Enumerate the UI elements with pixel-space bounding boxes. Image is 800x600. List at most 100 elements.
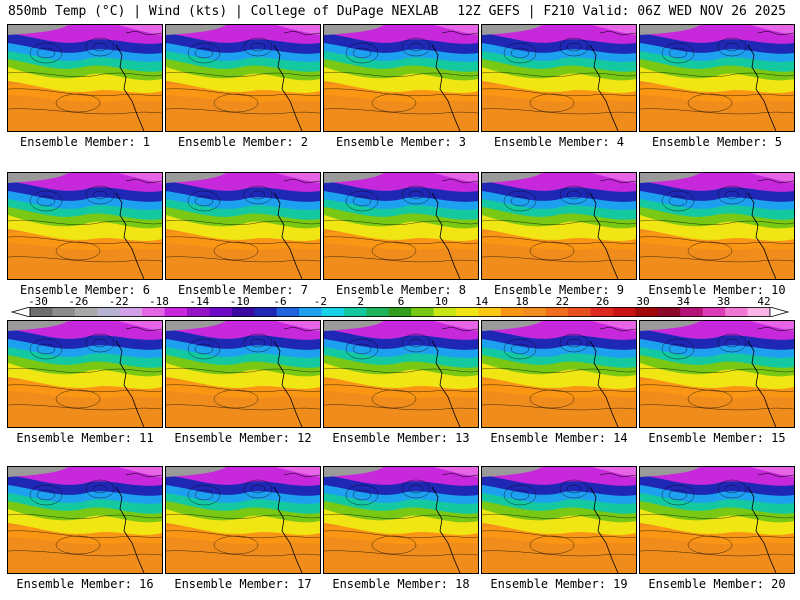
colorbar-swatch (613, 307, 636, 317)
colorbar-tick-label: 38 (717, 295, 731, 308)
member-label: Ensemble Member: 14 (490, 431, 628, 445)
member-label: Ensemble Member: 7 (177, 283, 309, 297)
colorbar-swatch (433, 307, 457, 317)
colorbar-max-arrow (769, 307, 790, 317)
colorbar-swatch (276, 307, 300, 317)
colorbar-swatch (590, 307, 614, 317)
colorbar-min-arrow (10, 307, 31, 317)
colorbar-swatch (657, 307, 681, 317)
member-map (323, 172, 479, 280)
member-map (481, 466, 637, 574)
colorbar-tick-label: 14 (475, 295, 489, 308)
member-map (7, 172, 163, 280)
member-label: Ensemble Member: 5 (651, 135, 783, 149)
colorbar-tick-label: 22 (555, 295, 569, 308)
colorbar-swatch (209, 307, 233, 317)
member-map (639, 24, 795, 132)
colorbar-strip (10, 307, 790, 317)
member-map (323, 466, 479, 574)
member-map (7, 24, 163, 132)
member-map (639, 320, 795, 428)
colorbar-tick-label: -2 (313, 295, 327, 308)
colorbar-tick-label: 18 (515, 295, 529, 308)
colorbar-swatch (725, 307, 749, 317)
colorbar-swatch (74, 307, 98, 317)
colorbar-swatch (231, 307, 255, 317)
colorbar-swatch (478, 307, 502, 317)
colorbar-swatch (500, 307, 524, 317)
run-valid-time: 12Z GEFS | F210 Valid: 06Z WED NOV 26 20… (457, 4, 786, 19)
member-label: Ensemble Member: 2 (177, 135, 309, 149)
member-label: Ensemble Member: 18 (332, 577, 470, 591)
temperature-colorbar: -30 -26 -22 -18 -14 -10 -6 -2 2 6 10 14 18 22 26 30 34 38… (0, 296, 800, 320)
member-map (323, 24, 479, 132)
member-label: Ensemble Member: 4 (493, 135, 625, 149)
colorbar-swatch (142, 307, 166, 317)
member-map (639, 466, 795, 574)
member-map (639, 172, 795, 280)
colorbar-swatch (97, 307, 121, 317)
member-label: Ensemble Member: 8 (335, 283, 467, 297)
member-label: Ensemble Member: 16 (16, 577, 154, 591)
colorbar-tick-label: -14 (189, 295, 210, 308)
colorbar-swatch (747, 307, 771, 317)
member-map (481, 172, 637, 280)
member-label: Ensemble Member: 10 (648, 283, 786, 297)
member-map (165, 172, 321, 280)
colorbar-swatch (635, 307, 659, 317)
member-map (165, 320, 321, 428)
member-map (481, 320, 637, 428)
colorbar-tick-label: -10 (229, 295, 250, 308)
member-label: Ensemble Member: 3 (335, 135, 467, 149)
member-label: Ensemble Member: 9 (493, 283, 625, 297)
member-label: Ensemble Member: 17 (174, 577, 312, 591)
member-label: Ensemble Member: 1 (19, 135, 151, 149)
member-map (165, 24, 321, 132)
member-label: Ensemble Member: 15 (648, 431, 786, 445)
colorbar-swatch (388, 307, 412, 317)
colorbar-tick-label: 42 (757, 295, 771, 308)
member-map (165, 466, 321, 574)
colorbar-tick-label: 10 (434, 295, 448, 308)
colorbar-tick-label: 2 (357, 295, 364, 308)
colorbar-swatch (119, 307, 143, 317)
colorbar-swatch (321, 307, 345, 317)
colorbar-tick-label: 26 (596, 295, 610, 308)
header: 850mb Temp (°C) | Wind (kts) | College o… (0, 0, 800, 24)
colorbar-swatch (456, 307, 479, 317)
colorbar-swatch (680, 307, 704, 317)
colorbar-swatch (164, 307, 188, 317)
colorbar-swatch (568, 307, 592, 317)
colorbar-swatch (702, 307, 726, 317)
colorbar-tick-label: -30 (28, 295, 48, 308)
member-map (7, 466, 163, 574)
colorbar-tick-label: 34 (676, 295, 690, 308)
product-title: 850mb Temp (°C) | Wind (kts) | College o… (8, 4, 439, 19)
colorbar-swatch (254, 307, 278, 317)
colorbar-swatch (545, 307, 569, 317)
colorbar-tick-label: -26 (68, 295, 89, 308)
member-map (481, 24, 637, 132)
colorbar-swatch (366, 307, 390, 317)
colorbar-swatch (299, 307, 323, 317)
colorbar-swatch (411, 307, 435, 317)
member-label: Ensemble Member: 20 (648, 577, 786, 591)
colorbar-swatch (186, 307, 210, 317)
member-map (323, 320, 479, 428)
colorbar-swatch (343, 307, 367, 317)
member-label: Ensemble Member: 19 (490, 577, 628, 591)
colorbar-tick-label: -22 (108, 295, 129, 308)
colorbar-swatch (523, 307, 547, 317)
colorbar-tick-label: -6 (273, 295, 287, 308)
colorbar-tick-label: 6 (397, 295, 405, 308)
member-label: Ensemble Member: 12 (174, 431, 312, 445)
colorbar-swatch (30, 307, 53, 317)
member-label: Ensemble Member: 11 (16, 431, 154, 445)
colorbar-tick-labels: -30 -26 -22 -18 -14 -10 -6 -2 2 6 10 14 18 22 26 30 34 38… (0, 296, 800, 308)
member-label: Ensemble Member: 6 (19, 283, 151, 297)
colorbar-tick-label: -18 (149, 295, 169, 308)
member-map (7, 320, 163, 428)
member-label: Ensemble Member: 13 (332, 431, 470, 445)
colorbar-tick-label: 30 (636, 295, 650, 308)
colorbar-swatch (52, 307, 76, 317)
